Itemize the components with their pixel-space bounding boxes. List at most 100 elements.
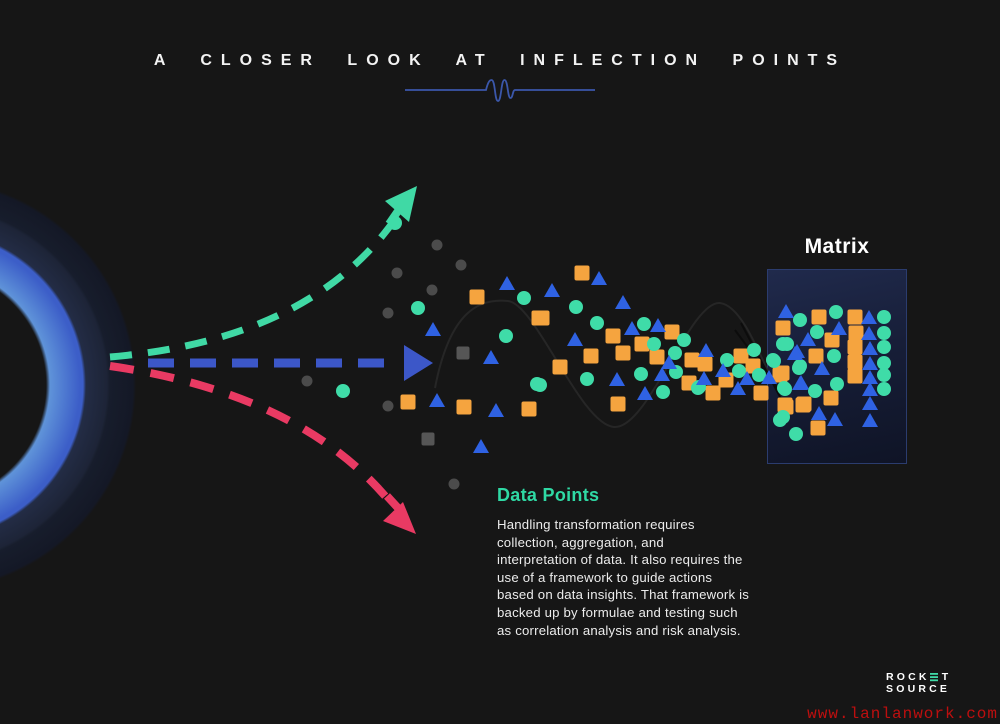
data-point-blue-triangle bbox=[793, 375, 809, 389]
data-point-gray-dot bbox=[431, 239, 443, 251]
logo-text-rock: ROCK bbox=[886, 671, 930, 683]
data-point-orange-square bbox=[605, 328, 621, 344]
data-point-orange-square bbox=[774, 365, 790, 381]
scatter-points-layer bbox=[301, 216, 891, 490]
data-point-blue-triangle bbox=[761, 370, 777, 384]
data-point-blue-triangle bbox=[654, 367, 670, 381]
data-point-blue-triangle bbox=[499, 276, 515, 290]
data-point-teal-circle bbox=[533, 378, 547, 392]
data-point-orange-square bbox=[664, 324, 680, 340]
data-point-teal-circle bbox=[773, 413, 787, 427]
data-point-blue-triangle bbox=[429, 393, 445, 407]
data-point-blue-triangle bbox=[730, 381, 746, 395]
data-point-orange-square bbox=[534, 310, 550, 326]
data-point-teal-circle bbox=[767, 354, 781, 368]
data-point-orange-square bbox=[705, 385, 721, 401]
data-point-blue-triangle bbox=[609, 372, 625, 386]
data-point-teal-circle bbox=[776, 337, 790, 351]
data-point-teal-circle bbox=[517, 291, 531, 305]
data-point-blue-triangle bbox=[488, 403, 504, 417]
data-point-blue-triangle bbox=[861, 310, 877, 324]
pulse-divider-icon bbox=[405, 79, 595, 102]
data-point-teal-circle bbox=[732, 364, 746, 378]
data-point-teal-circle bbox=[747, 343, 761, 357]
data-point-orange-square bbox=[823, 390, 839, 406]
data-point-blue-triangle bbox=[862, 413, 878, 427]
data-point-blue-triangle bbox=[637, 386, 653, 400]
data-point-teal-circle bbox=[778, 382, 792, 396]
converging-line bbox=[740, 322, 789, 413]
watermark: www.lanlanwork.com bbox=[807, 705, 998, 723]
page-title: A CLOSER LOOK AT INFLECTION POINTS bbox=[153, 51, 847, 69]
logo-text-source: SOURCE bbox=[886, 683, 951, 695]
data-point-orange-square bbox=[610, 396, 626, 412]
data-point-blue-triangle bbox=[591, 271, 607, 285]
data-point-blue-triangle bbox=[827, 412, 843, 426]
data-point-orange-square bbox=[777, 397, 793, 413]
data-point-orange-square bbox=[811, 309, 827, 325]
data-point-teal-circle bbox=[634, 367, 648, 381]
sine-wave-path bbox=[434, 299, 783, 429]
data-point-gray-dot bbox=[301, 375, 313, 387]
data-point-teal-circle bbox=[668, 346, 682, 360]
rocketsource-logo: ROCK T SOURCE bbox=[886, 671, 951, 695]
data-point-blue-triangle bbox=[473, 439, 489, 453]
data-point-orange-square bbox=[400, 394, 416, 410]
data-point-blue-triangle bbox=[650, 318, 666, 332]
data-point-teal-circle bbox=[877, 368, 891, 382]
data-point-teal-circle bbox=[877, 340, 891, 354]
data-point-blue-triangle bbox=[831, 321, 847, 335]
matrix-label: Matrix bbox=[804, 235, 870, 258]
data-point-blue-triangle bbox=[811, 406, 827, 420]
data-point-blue-triangle bbox=[483, 350, 499, 364]
data-point-blue-triangle bbox=[544, 283, 560, 297]
data-point-teal-circle bbox=[752, 368, 766, 382]
data-point-teal-circle bbox=[827, 349, 841, 363]
data-point-blue-triangle bbox=[624, 321, 640, 335]
arrowhead-downside-icon bbox=[383, 493, 416, 534]
data-point-orange-square bbox=[847, 339, 863, 355]
data-point-orange-square bbox=[521, 401, 537, 417]
data-point-teal-circle bbox=[336, 384, 350, 398]
data-point-teal-circle bbox=[647, 337, 661, 351]
data-point-orange-square bbox=[753, 385, 769, 401]
data-point-blue-triangle bbox=[862, 370, 878, 384]
data-point-teal-circle bbox=[808, 384, 822, 398]
arrow-downside-dash bbox=[109, 362, 402, 515]
data-point-gray-dot bbox=[426, 284, 438, 296]
data-point-orange-square bbox=[733, 348, 749, 364]
data-point-gray-dot bbox=[455, 259, 467, 271]
data-point-orange-square bbox=[847, 368, 863, 384]
data-point-blue-triangle bbox=[862, 356, 878, 370]
data-point-gray-square bbox=[456, 346, 470, 360]
data-point-orange-square bbox=[848, 325, 864, 341]
data-point-teal-circle bbox=[411, 301, 425, 315]
data-point-gray-dot bbox=[448, 478, 460, 490]
data-point-orange-square bbox=[847, 309, 863, 325]
data-point-blue-triangle bbox=[787, 346, 803, 360]
data-point-orange-square bbox=[649, 349, 665, 365]
data-point-orange-square bbox=[697, 356, 713, 372]
data-point-blue-triangle bbox=[862, 341, 878, 355]
data-point-blue-triangle bbox=[661, 355, 677, 369]
data-points-body: Handling transformation requires collect… bbox=[497, 517, 750, 638]
data-point-gray-dot bbox=[382, 400, 394, 412]
data-point-gray-dot bbox=[391, 267, 403, 279]
data-point-orange-square bbox=[775, 320, 791, 336]
data-point-orange-square bbox=[583, 348, 599, 364]
data-point-teal-circle bbox=[877, 326, 891, 340]
data-point-teal-circle bbox=[677, 333, 691, 347]
data-point-teal-circle bbox=[499, 329, 513, 343]
data-point-orange-square bbox=[684, 352, 700, 368]
arrow-upside-dash bbox=[109, 215, 399, 361]
data-point-orange-square bbox=[574, 265, 590, 281]
data-point-teal-circle bbox=[720, 353, 734, 367]
data-point-teal-circle bbox=[877, 382, 891, 396]
data-point-orange-square bbox=[615, 345, 631, 361]
data-point-teal-circle bbox=[637, 317, 651, 331]
data-point-orange-square bbox=[634, 336, 650, 352]
logo-text-t: T bbox=[941, 671, 952, 683]
data-point-blue-triangle bbox=[696, 371, 712, 385]
